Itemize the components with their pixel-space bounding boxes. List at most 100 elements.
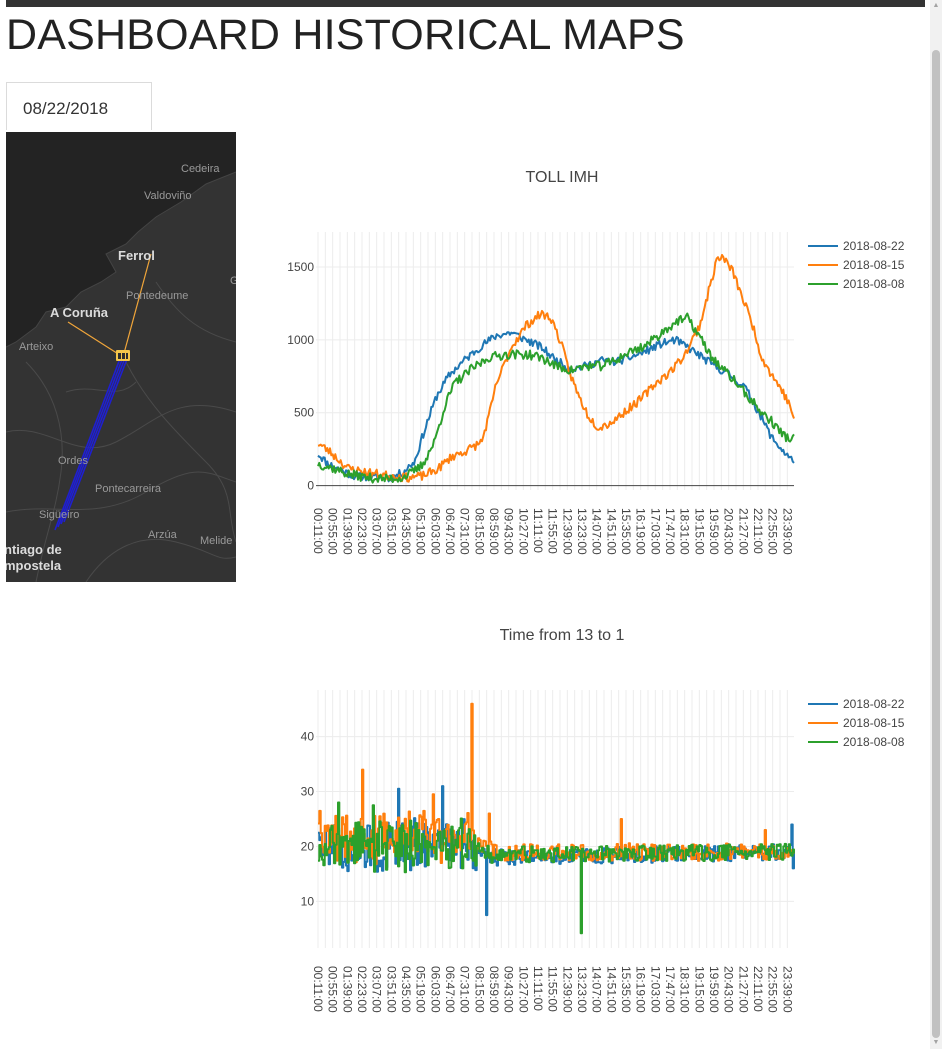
x-tick-label: 14:07:00 — [590, 508, 604, 555]
x-tick-label: 17:03:00 — [648, 966, 662, 1013]
x-tick-label: 00:11:00 — [311, 966, 325, 1012]
x-tick-label: 06:03:00 — [428, 966, 442, 1013]
x-tick-label: 01:39:00 — [340, 508, 354, 555]
legend-label[interactable]: 2018-08-15 — [843, 258, 905, 272]
map-label-arteixo: Arteixo — [19, 341, 53, 353]
x-tick-label: 07:31:00 — [458, 966, 472, 1013]
chart-time-13-to-1[interactable]: Time from 13 to 1 10 20 30 40 00:11:00 00:55:0… — [236, 590, 926, 1040]
map-canvas[interactable]: Cedeira Valdoviño Pontedeume Arteixo Ord… — [6, 132, 236, 582]
x-tick-label: 07:31:00 — [458, 508, 472, 555]
map-label-valdovino: Valdoviño — [144, 190, 192, 202]
x-tick-label: 02:23:00 — [355, 508, 369, 555]
x-tick-label: 09:43:00 — [502, 508, 516, 555]
date-picker[interactable] — [6, 82, 153, 130]
series-line-2018-08-08[interactable] — [318, 801, 795, 935]
route-santiago — [54, 355, 128, 531]
map-label-g: G — [230, 275, 236, 287]
x-tick-label: 08:15:00 — [472, 508, 486, 555]
page-scrollbar[interactable]: ▲ ▼ — [930, 0, 942, 1049]
scroll-up-icon[interactable]: ▲ — [932, 2, 940, 9]
x-tick-label: 03:51:00 — [384, 508, 398, 555]
x-tick-label: 03:07:00 — [370, 966, 384, 1013]
x-tick-label: 10:27:00 — [516, 966, 530, 1013]
x-tick-label: 21:27:00 — [736, 966, 750, 1013]
x-tick-label: 08:59:00 — [487, 966, 501, 1013]
x-tick-label: 08:59:00 — [487, 508, 501, 555]
series-line-2018-08-22[interactable] — [318, 785, 795, 917]
y-tick-label: 20 — [301, 839, 315, 853]
chart-time-13-to-1-svg[interactable]: Time from 13 to 1 10 20 30 40 00:11:00 00:55:0… — [236, 590, 926, 1040]
x-tick-label: 21:27:00 — [736, 508, 750, 555]
chart-toll-imh-svg[interactable]: TOLL IMH 0 500 1000 1500 00:11:00 00:55:00 01:3… — [236, 132, 926, 582]
y-tick-label: 10 — [301, 894, 315, 908]
chart-title: TOLL IMH — [526, 169, 599, 186]
x-tick-label: 15:35:00 — [619, 508, 633, 555]
route-ferrol — [122, 253, 152, 358]
date-input[interactable] — [23, 99, 153, 119]
x-tick-label: 05:19:00 — [414, 966, 428, 1013]
x-tick-label: 11:55:00 — [546, 508, 560, 554]
y-tick-label: 0 — [307, 479, 314, 493]
scroll-down-icon[interactable]: ▼ — [932, 1039, 940, 1046]
x-tick-label: 08:15:00 — [472, 966, 486, 1013]
map-label-sigueiro: Sigüeiro — [39, 509, 79, 521]
map-roads — [6, 281, 236, 582]
x-tick-label: 02:23:00 — [355, 966, 369, 1013]
y-tick-label: 1500 — [287, 260, 314, 274]
map-label-santiago-line2: mpostela — [6, 558, 62, 573]
x-tick-label: 19:15:00 — [692, 508, 706, 555]
legend-label[interactable]: 2018-08-08 — [843, 735, 905, 749]
map-label-pontecarreira: Pontecarreira — [95, 483, 162, 495]
x-tick-label: 17:03:00 — [648, 508, 662, 555]
x-tick-label: 11:11:00 — [531, 966, 545, 1011]
x-tick-label: 00:55:00 — [326, 966, 340, 1013]
x-tick-label: 01:39:00 — [340, 966, 354, 1013]
x-tick-label: 03:51:00 — [384, 966, 398, 1013]
x-tick-label: 12:39:00 — [560, 508, 574, 555]
map-label-ordes: Ordes — [58, 455, 88, 467]
map-label-ferrol: Ferrol — [118, 248, 155, 263]
x-tick-label: 04:35:00 — [399, 966, 413, 1013]
x-tick-label: 19:59:00 — [707, 508, 721, 555]
y-tick-label: 30 — [301, 785, 315, 799]
legend-label[interactable]: 2018-08-22 — [843, 697, 905, 711]
x-tick-label: 00:55:00 — [326, 508, 340, 555]
map-label-melide: Melide — [200, 535, 232, 547]
legend-label[interactable]: 2018-08-22 — [843, 239, 905, 253]
toll-booth-icon[interactable] — [116, 350, 130, 361]
x-tick-label: 15:35:00 — [619, 966, 633, 1013]
legend-label[interactable]: 2018-08-08 — [843, 277, 905, 291]
x-tick-label: 20:43:00 — [722, 966, 736, 1013]
x-tick-label: 06:47:00 — [443, 508, 457, 555]
x-tick-label: 09:43:00 — [502, 966, 516, 1013]
x-tick-label: 16:19:00 — [634, 966, 648, 1013]
y-tick-label: 1000 — [287, 333, 314, 347]
top-bar — [6, 0, 925, 7]
map-label-cedeira: Cedeira — [181, 163, 220, 175]
chart-title: Time from 13 to 1 — [500, 627, 625, 644]
x-tick-label: 11:11:00 — [531, 508, 545, 553]
x-tick-label: 06:47:00 — [443, 966, 457, 1013]
scrollbar-thumb[interactable] — [932, 50, 940, 1038]
series-line-2018-08-08[interactable] — [317, 312, 795, 484]
series-line-2018-08-15[interactable] — [318, 702, 795, 866]
route-map[interactable]: Cedeira Valdoviño Pontedeume Arteixo Ord… — [6, 132, 236, 582]
legend-label[interactable]: 2018-08-15 — [843, 716, 905, 730]
x-tick-label: 12:39:00 — [560, 966, 574, 1013]
map-label-arzua: Arzúa — [148, 529, 178, 541]
x-tick-label: 04:35:00 — [399, 508, 413, 555]
x-tick-label: 16:19:00 — [634, 508, 648, 555]
route-coruna — [67, 321, 124, 358]
x-tick-label: 14:51:00 — [604, 966, 618, 1013]
chart-toll-imh[interactable]: TOLL IMH 0 500 1000 1500 00:11:00 00:55:00 01:3… — [236, 132, 926, 582]
x-tick-label: 10:27:00 — [516, 508, 530, 555]
x-tick-label: 11:55:00 — [546, 966, 560, 1012]
x-tick-label: 17:47:00 — [663, 966, 677, 1013]
x-tick-label: 22:11:00 — [751, 966, 765, 1012]
x-tick-label: 13:23:00 — [575, 508, 589, 555]
x-tick-label: 14:51:00 — [604, 508, 618, 555]
chart-grid — [316, 690, 794, 948]
map-sea — [6, 132, 236, 347]
series-line-2018-08-22[interactable] — [317, 331, 795, 483]
x-tick-label: 13:23:00 — [575, 966, 589, 1013]
